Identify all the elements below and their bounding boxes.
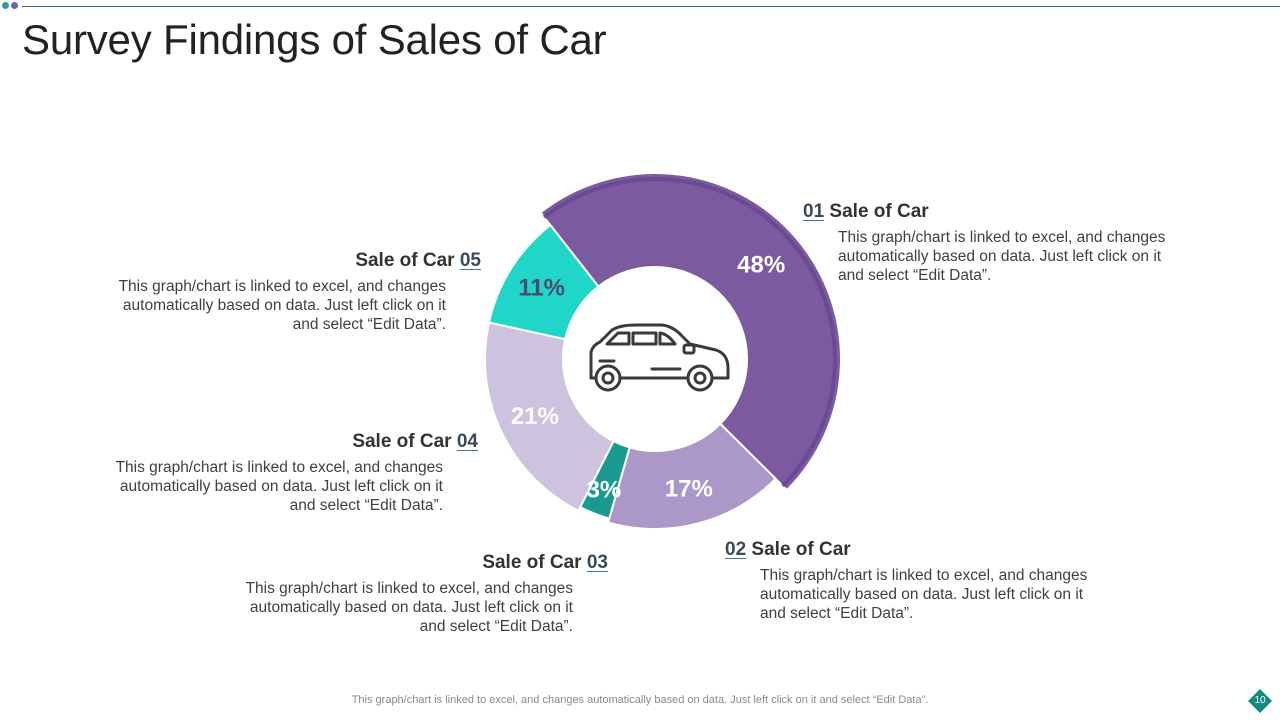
donut-slice-labels: 48% 17% 3% 21% 11% bbox=[511, 252, 785, 504]
donut-slice-1-edge bbox=[542, 177, 837, 488]
dot-teal bbox=[2, 2, 9, 9]
callout-03-number: 03 bbox=[586, 552, 608, 573]
title-rule bbox=[22, 6, 1280, 7]
page-number-badge: 10 bbox=[1248, 689, 1272, 713]
slice-label-5: 11% bbox=[518, 275, 565, 302]
callout-03-desc: This graph/chart is linked to excel, and… bbox=[245, 580, 573, 635]
callout-01-heading: 01 Sale of Car bbox=[803, 200, 1183, 224]
callout-01-number: 01 bbox=[803, 201, 825, 222]
callout-02-number: 02 bbox=[725, 539, 747, 560]
car-icon bbox=[589, 323, 730, 392]
callout-03: Sale of Car 03 This graph/chart is linke… bbox=[228, 551, 608, 636]
slice-label-4: 21% bbox=[511, 403, 559, 430]
callout-05: Sale of Car 05 This graph/chart is linke… bbox=[101, 249, 481, 334]
callout-01: 01 Sale of Car This graph/chart is linke… bbox=[803, 200, 1183, 285]
callout-04-heading: Sale of Car 04 bbox=[98, 430, 478, 454]
callout-02-desc: This graph/chart is linked to excel, and… bbox=[760, 567, 1088, 622]
footer-note: This graph/chart is linked to excel, and… bbox=[351, 694, 929, 706]
slice-label-1: 48% bbox=[737, 252, 785, 279]
page-number: 10 bbox=[1254, 695, 1266, 706]
callout-04-number: 04 bbox=[456, 431, 478, 452]
page-title: Survey Findings of Sales of Car bbox=[22, 16, 607, 63]
callout-04-desc: This graph/chart is linked to excel, and… bbox=[115, 459, 443, 514]
slice-label-3: 3% bbox=[587, 476, 622, 503]
callout-01-label: Sale of Car bbox=[829, 201, 929, 222]
callout-02-label: Sale of Car bbox=[751, 539, 851, 560]
donut-slices bbox=[484, 172, 842, 530]
callout-01-desc: This graph/chart is linked to excel, and… bbox=[838, 229, 1166, 284]
callout-05-label: Sale of Car bbox=[355, 250, 455, 271]
callout-04-label: Sale of Car bbox=[352, 431, 452, 452]
callout-04: Sale of Car 04 This graph/chart is linke… bbox=[98, 430, 478, 515]
page-badge-shape bbox=[1248, 689, 1272, 713]
title-dots bbox=[2, 2, 24, 10]
callout-02-heading: 02 Sale of Car bbox=[725, 538, 1105, 562]
callout-02: 02 Sale of Car This graph/chart is linke… bbox=[725, 538, 1105, 623]
callout-05-heading: Sale of Car 05 bbox=[101, 249, 481, 273]
donut-slice-2 bbox=[606, 422, 778, 530]
dot-purple bbox=[11, 2, 18, 9]
callout-05-number: 05 bbox=[459, 250, 481, 271]
donut-hole bbox=[563, 267, 747, 451]
callout-03-label: Sale of Car bbox=[482, 552, 582, 573]
callout-05-desc: This graph/chart is linked to excel, and… bbox=[118, 278, 446, 333]
callout-03-heading: Sale of Car 03 bbox=[228, 551, 608, 575]
slice-label-2: 17% bbox=[665, 476, 713, 503]
